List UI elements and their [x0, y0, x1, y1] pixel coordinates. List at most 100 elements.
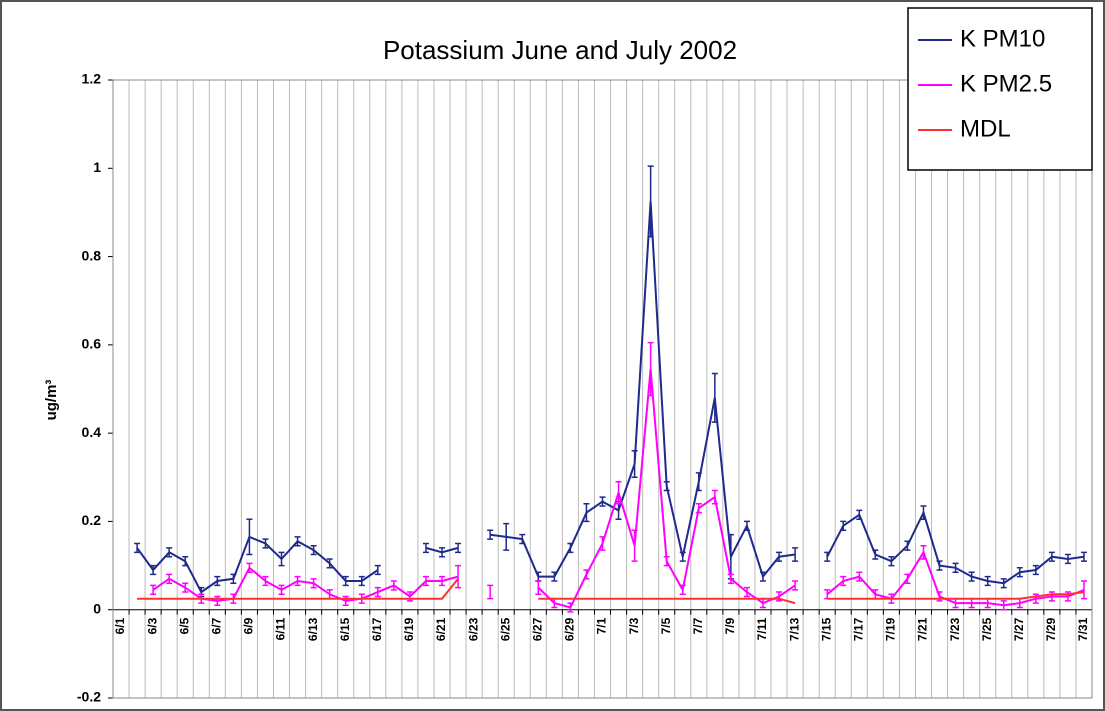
y-tick-label: 0.8 — [82, 247, 102, 263]
error-bar — [487, 529, 494, 540]
error-bar — [792, 547, 799, 562]
error-bar — [840, 520, 847, 532]
error-bar — [1016, 567, 1023, 578]
error-bar — [679, 551, 686, 562]
x-tick-label: 6/21 — [434, 617, 448, 641]
error-bar — [439, 575, 446, 587]
error-bar — [904, 573, 911, 584]
error-bar — [615, 480, 622, 505]
error-bar — [1048, 551, 1055, 562]
x-tick-label: 7/5 — [659, 617, 673, 634]
error-bar — [278, 551, 285, 567]
error-bar — [968, 571, 975, 582]
error-bar — [310, 544, 317, 556]
error-bar — [743, 520, 750, 532]
error-bar — [904, 540, 911, 551]
plot-area — [112, 79, 1093, 699]
y-tick-label: 1 — [93, 159, 101, 175]
x-tick-label: 6/5 — [177, 617, 191, 634]
legend-label: MDL — [960, 115, 1011, 142]
error-bar — [390, 580, 397, 591]
error-bar — [599, 496, 606, 507]
legend — [907, 7, 1093, 171]
error-bar — [759, 571, 766, 582]
x-tick-label: 7/17 — [851, 617, 865, 641]
x-tick-label: 6/9 — [242, 617, 256, 634]
error-bar — [920, 544, 927, 560]
x-tick-label: 6/23 — [466, 617, 480, 641]
error-bar — [711, 489, 718, 505]
x-tick-label: 7/7 — [691, 617, 705, 634]
y-tick-label: -0.2 — [77, 689, 101, 705]
error-bar — [888, 555, 895, 567]
x-tick-label: 7/19 — [884, 617, 898, 641]
error-bar — [1032, 564, 1039, 576]
error-bar — [663, 555, 670, 567]
x-tick-label: 6/3 — [145, 617, 159, 634]
error-bar — [439, 547, 446, 558]
error-bar — [872, 549, 879, 560]
series-line — [137, 578, 1085, 605]
x-tick-label: 6/13 — [306, 617, 320, 641]
x-tick-label: 7/9 — [723, 617, 737, 634]
error-bar — [776, 551, 783, 562]
error-bar — [599, 536, 606, 551]
error-bar — [358, 575, 365, 587]
error-bar — [246, 562, 253, 573]
error-bar — [182, 582, 189, 593]
x-tick-label: 6/25 — [498, 617, 512, 641]
error-bar — [647, 341, 654, 397]
error-bar — [503, 522, 510, 551]
error-bar — [1000, 578, 1007, 589]
error-bar — [567, 542, 574, 554]
error-bar — [583, 569, 590, 580]
legend-label: K PM10 — [960, 25, 1045, 52]
marks — [134, 165, 1087, 613]
error-bar — [535, 580, 542, 596]
error-bar — [1000, 600, 1007, 611]
x-tick-label: 7/27 — [1012, 617, 1026, 641]
error-bar — [936, 560, 943, 571]
error-bar — [567, 602, 574, 613]
x-tick-label: 7/13 — [787, 617, 801, 641]
error-bar — [631, 450, 638, 479]
x-tick-label: 6/11 — [274, 617, 288, 640]
error-bar — [1064, 553, 1071, 565]
error-bar — [792, 580, 799, 591]
error-bar — [310, 578, 317, 589]
grid — [108, 79, 1093, 699]
error-bar — [326, 558, 333, 569]
error-bar — [1080, 580, 1087, 600]
x-tick-label: 7/31 — [1076, 617, 1090, 641]
error-bar — [246, 518, 253, 556]
error-bar — [856, 509, 863, 520]
error-bar — [294, 536, 301, 547]
error-bar — [487, 584, 494, 600]
error-bar — [920, 505, 927, 520]
y-tick-label: 0.6 — [82, 336, 102, 352]
x-tick-label: 7/23 — [948, 617, 962, 641]
error-bar — [455, 564, 462, 589]
error-bar — [278, 584, 285, 596]
error-bar — [631, 529, 638, 562]
y-tick-label: 0.4 — [82, 424, 102, 440]
x-tick-label: 6/17 — [370, 617, 384, 641]
error-bar — [695, 503, 702, 514]
error-bar — [214, 575, 221, 587]
error-bar — [824, 551, 831, 562]
error-bar — [856, 571, 863, 582]
error-bar — [422, 575, 429, 587]
y-axis-label: ug/m³ — [43, 380, 60, 421]
error-bar — [727, 573, 734, 584]
error-bar — [294, 575, 301, 587]
error-bar — [230, 573, 237, 584]
y-tick-label: 1.2 — [82, 71, 102, 87]
x-tick-label: 7/1 — [595, 617, 609, 634]
x-tick-label: 6/7 — [209, 617, 223, 634]
x-tick-label: 6/19 — [402, 617, 416, 641]
x-tick-label: 6/29 — [563, 617, 577, 641]
error-bar — [422, 542, 429, 554]
x-tick-label: 7/15 — [819, 617, 833, 641]
error-bar — [952, 562, 959, 573]
